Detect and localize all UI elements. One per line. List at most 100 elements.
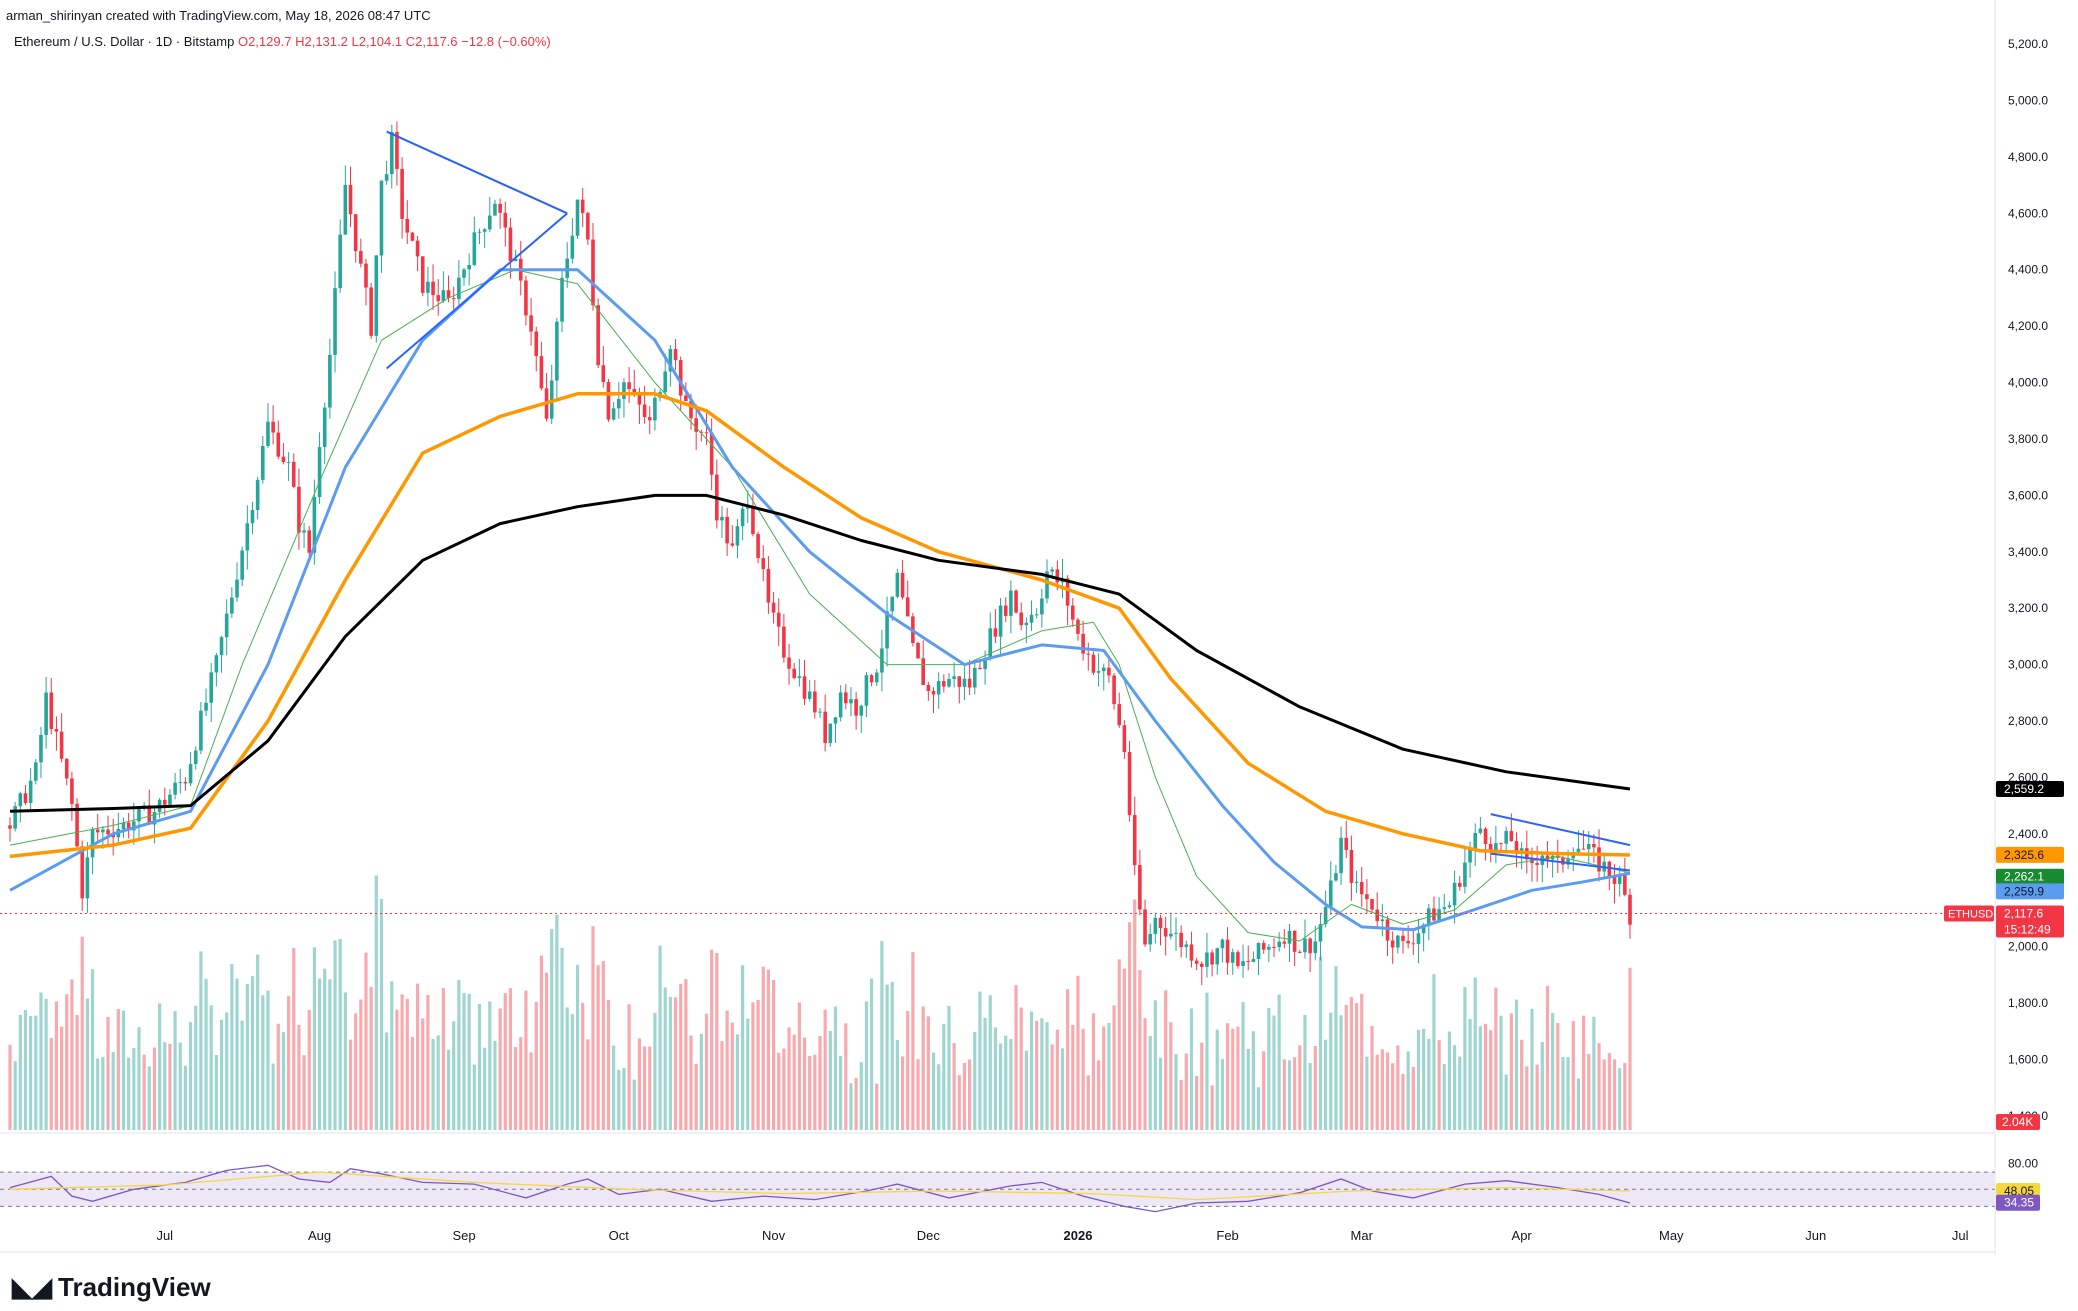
candle-body xyxy=(900,572,905,598)
candle-body xyxy=(529,315,533,332)
candle-body xyxy=(720,516,724,521)
y-tick-label: 4,200.0 xyxy=(2008,319,2048,333)
candle-body xyxy=(1045,571,1049,599)
volume-bar xyxy=(1262,1051,1266,1130)
candle-body xyxy=(694,418,698,432)
volume-bar xyxy=(390,981,394,1130)
candle-body xyxy=(152,811,157,825)
candle-body xyxy=(921,658,925,685)
volume-bar xyxy=(1468,1018,1472,1130)
volume-bar xyxy=(80,936,84,1130)
volume-bar xyxy=(1494,987,1498,1130)
candle-body xyxy=(111,834,115,838)
volume-bar xyxy=(1060,1048,1065,1130)
candle-body xyxy=(493,203,497,216)
y-tick-label: 3,800.0 xyxy=(2008,432,2048,446)
volume-bar xyxy=(1447,1031,1452,1130)
volume-bar xyxy=(1406,1051,1410,1130)
volume-bar xyxy=(637,1038,642,1130)
volume-bar xyxy=(173,1010,177,1130)
candle-body xyxy=(926,684,931,691)
candle-body xyxy=(1215,948,1220,965)
candle-body xyxy=(44,692,48,735)
candle-body xyxy=(1612,876,1617,884)
volume-bar xyxy=(1396,1045,1400,1130)
volume-bar xyxy=(1303,1014,1307,1130)
volume-bar xyxy=(658,945,662,1130)
candle-body xyxy=(271,421,275,433)
candle-body xyxy=(1096,671,1101,673)
candle-body xyxy=(668,349,673,372)
tradingview-logo[interactable]: ◣◢ TradingView xyxy=(12,1272,211,1303)
volume-bar xyxy=(1164,990,1168,1130)
volume-bar xyxy=(307,1009,311,1130)
candle-body xyxy=(1210,952,1214,965)
volume-bar xyxy=(49,1038,53,1130)
volume-bar xyxy=(1422,1028,1426,1130)
candle-body xyxy=(555,321,559,381)
candle-body xyxy=(1566,858,1570,865)
moving-average-line xyxy=(9,392,1631,859)
x-tick-label: Jul xyxy=(156,1228,173,1243)
volume-bar xyxy=(622,1067,626,1130)
rsi-label-box xyxy=(1996,1194,2040,1211)
volume-bar xyxy=(219,1019,224,1130)
candle-body xyxy=(859,705,864,716)
candle-body xyxy=(1396,935,1400,948)
candle-body xyxy=(1261,943,1266,950)
moving-average-line xyxy=(9,493,1631,813)
volume-bar xyxy=(787,1027,791,1130)
candle-body xyxy=(766,569,771,603)
candle-body xyxy=(575,199,580,236)
volume-bar xyxy=(797,1002,801,1130)
volume-bar xyxy=(467,993,471,1130)
x-tick-label: Nov xyxy=(762,1228,786,1243)
volume-bar xyxy=(617,1069,621,1130)
volume-bar xyxy=(235,978,239,1130)
candle-body xyxy=(70,778,74,804)
candle-body xyxy=(1014,590,1018,613)
moving-average-line xyxy=(9,268,1631,932)
volume-bar xyxy=(163,1042,167,1130)
volume-bar xyxy=(529,1052,533,1130)
candle-body xyxy=(678,360,683,396)
volume-bar xyxy=(575,964,580,1130)
volume-bar xyxy=(8,1044,12,1130)
y-tick-label: 4,600.0 xyxy=(2008,206,2048,220)
candle-body xyxy=(101,829,105,833)
candle-body xyxy=(457,277,461,300)
volume-bar xyxy=(823,1009,827,1130)
candle-body xyxy=(1241,961,1245,967)
volume-bar xyxy=(813,1054,817,1130)
candle-body xyxy=(1277,941,1281,948)
candle-body xyxy=(162,799,167,805)
symbol-name: Ethereum / U.S. Dollar · 1D · Bitstamp xyxy=(14,34,235,49)
volume-bar xyxy=(808,1055,812,1130)
volume-bar xyxy=(524,990,528,1130)
candle-body xyxy=(1401,935,1405,941)
candle-body xyxy=(472,232,477,265)
volume-bar xyxy=(1478,1026,1482,1130)
candle-body xyxy=(54,728,59,732)
candle-body xyxy=(1385,919,1390,941)
candle-body xyxy=(596,305,600,366)
volume-bar xyxy=(895,1040,899,1130)
trendline xyxy=(1490,852,1631,872)
volume-bar xyxy=(947,1005,951,1130)
candle-body xyxy=(80,846,85,899)
volume-bar xyxy=(1318,956,1323,1130)
candle-body xyxy=(13,806,17,829)
candle-body xyxy=(962,678,967,687)
volume-bar xyxy=(900,1056,905,1130)
volume-bar xyxy=(818,1036,822,1130)
volume-bar xyxy=(802,1037,807,1130)
candle-body xyxy=(942,681,946,687)
candle-body xyxy=(1034,614,1039,616)
volume-bar xyxy=(281,1032,286,1130)
candle-body xyxy=(1452,882,1457,906)
candle-body xyxy=(286,461,291,463)
volume-bar xyxy=(1210,1085,1214,1130)
candle-body xyxy=(353,214,358,252)
candle-body xyxy=(1545,855,1550,860)
